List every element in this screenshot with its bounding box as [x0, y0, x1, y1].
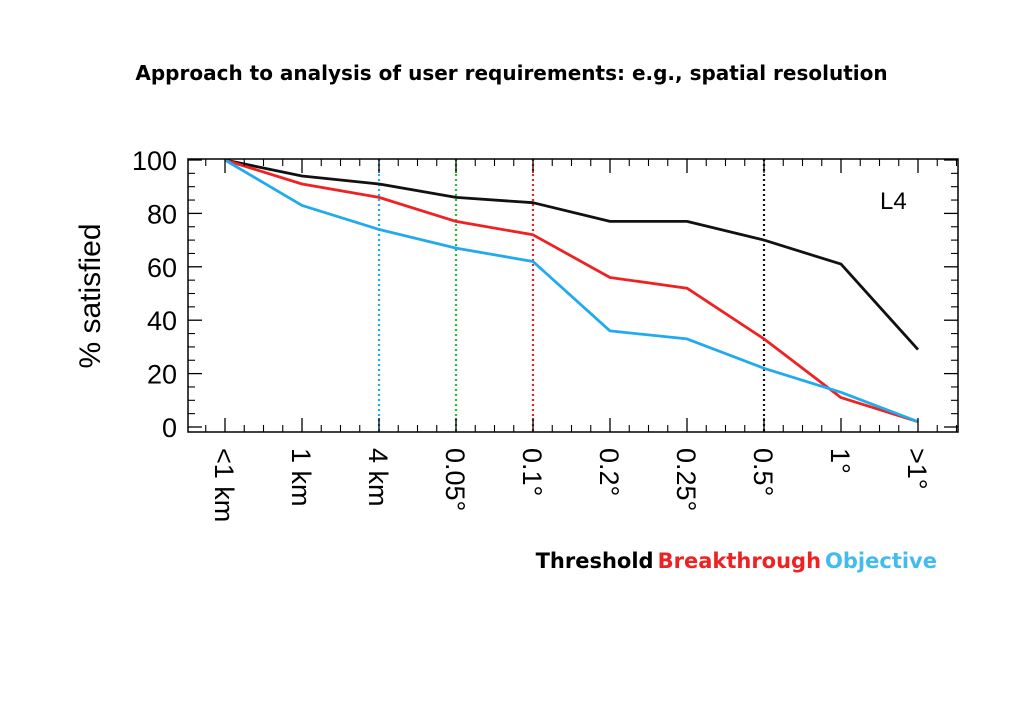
- legend: Threshold Breakthrough Objective: [532, 549, 937, 573]
- x-tick-labels: <1 km 1 km 4 km 0.05° 0.1° 0.2° 0.25° 0.5° 1° >1°: [209, 448, 932, 522]
- plot-frame: [187, 158, 959, 433]
- x-tick-label: 0.2°: [594, 448, 624, 496]
- y-tick-label: 40: [147, 306, 177, 336]
- series-line-threshold: [224, 158, 920, 351]
- y-tick-label: 60: [147, 253, 177, 283]
- legend-item-threshold: Threshold: [535, 549, 654, 573]
- legend-item-breakthrough: Breakthrough: [657, 549, 822, 573]
- series-line-objective: [224, 158, 919, 424]
- x-tick-label: 1°: [825, 448, 855, 474]
- y-tick-label: 80: [147, 199, 177, 229]
- slide-title: Approach to analysis of user requirement…: [135, 61, 888, 85]
- x-tick-label: >1°: [902, 448, 932, 490]
- x-tick-label: 0.1°: [517, 448, 547, 496]
- y-tick-label: 100: [132, 146, 177, 176]
- x-tick-label: 4 km: [363, 448, 393, 507]
- axis-ticks: [188, 159, 958, 432]
- reference-lines: [377, 159, 766, 432]
- y-tick-labels: 0 20 40 60 80 100: [132, 146, 177, 443]
- x-tick-label: 0.5°: [748, 448, 778, 496]
- x-tick-label: <1 km: [209, 448, 239, 522]
- y-axis-title: % satisfied: [74, 223, 107, 368]
- x-tick-label: 0.25°: [671, 448, 701, 511]
- legend-item-objective: Objective: [825, 549, 937, 573]
- series-line-breakthrough: [224, 158, 919, 424]
- series-lines: [224, 158, 920, 424]
- y-tick-label: 20: [147, 360, 177, 390]
- x-tick-label: 1 km: [286, 448, 316, 507]
- x-tick-label: 0.05°: [440, 448, 470, 511]
- panel-label: L4: [880, 188, 907, 215]
- y-tick-label: 0: [162, 413, 177, 443]
